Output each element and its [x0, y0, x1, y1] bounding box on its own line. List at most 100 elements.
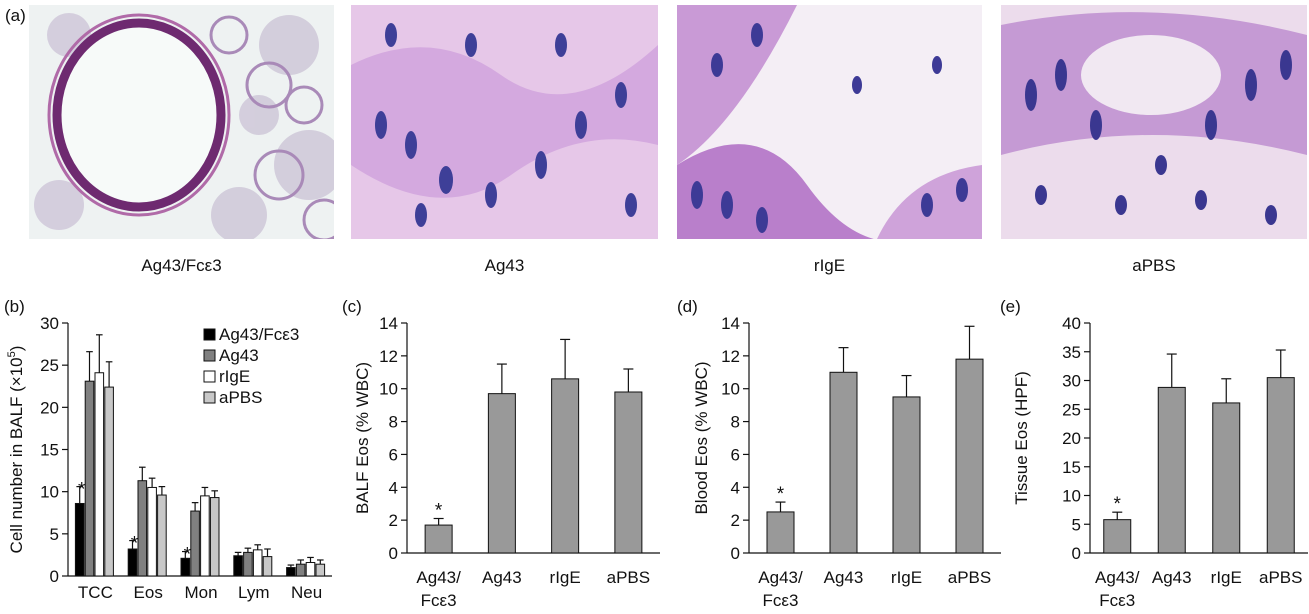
- chart-2-x-tick-label: Ag43: [824, 568, 864, 587]
- chart-0-bar: [209, 497, 220, 577]
- chart-0-bar: [200, 495, 210, 577]
- chart-3-y-tick-label: 5: [1072, 515, 1081, 534]
- chart-1-y-tick-label: 6: [389, 445, 398, 464]
- chart-2-x-tick-label: aPBS: [948, 568, 991, 587]
- chart-0-bar: [305, 562, 316, 577]
- chart-0-y-tick-label: 20: [40, 398, 59, 417]
- chart-0-bar: [190, 510, 200, 577]
- panel-label-a: (a): [5, 6, 26, 25]
- chart-3-x-tick-label: rIgE: [1211, 568, 1242, 587]
- micrograph-4-image: [1001, 5, 1307, 239]
- chart-3-panel-label: (e): [1000, 297, 1021, 316]
- chart-2-y-tick-label: 10: [721, 380, 740, 399]
- chart-3-y-tick-label: 25: [1062, 400, 1081, 419]
- chart-0-x-tick-label: Neu: [291, 583, 322, 602]
- chart-1-panel-label: (c): [342, 297, 362, 316]
- chart-1-bar: [551, 378, 580, 554]
- chart-0-bar: [157, 494, 167, 577]
- chart-0-significance-mark: *: [78, 480, 86, 501]
- chart-2-bar: [955, 358, 984, 554]
- chart-0-x-tick-label: Eos: [134, 583, 163, 602]
- chart-2-x-tick-label: Fcε3: [763, 591, 799, 610]
- chart-0-bar: [252, 549, 263, 577]
- chart-1-y-tick-label: 12: [379, 347, 398, 366]
- chart-0-panel-label: (b): [4, 297, 25, 316]
- chart-3-x-tick-label: aPBS: [1259, 568, 1302, 587]
- chart-1-y-axis-label: BALF Eos (% WBC): [353, 362, 372, 514]
- chart-1-y-tick-label: 4: [389, 478, 398, 497]
- chart-0-bar: [74, 502, 85, 577]
- chart-3-y-tick-label: 40: [1062, 314, 1081, 333]
- chart-2-y-tick-label: 8: [731, 413, 740, 432]
- chart-0-x-tick-label: Mon: [184, 583, 217, 602]
- chart-0-legend-swatch: [203, 328, 216, 341]
- chart-0-y-axis-label: Cell number in BALF (×105): [6, 346, 26, 554]
- chart-2-bar: [766, 511, 795, 554]
- chart-0-significance-mark: *: [184, 545, 192, 566]
- chart-0-bar: [243, 551, 253, 577]
- chart-0-legend-label: rIgE: [219, 367, 250, 386]
- chart-0-bar: [315, 563, 326, 577]
- micrograph-2-image: [351, 5, 658, 239]
- micrograph-caption-4: aPBS: [1132, 256, 1176, 275]
- micrograph-caption-1: Ag43/Fcε3: [141, 256, 222, 275]
- chart-3-x-tick-label: Ag43/: [1095, 568, 1140, 587]
- chart-0-legend-label: Ag43/Fcε3: [219, 325, 299, 344]
- chart-0-y-tick-label: 0: [50, 567, 59, 586]
- chart-1-bar: [487, 393, 516, 554]
- chart-2-y-tick-label: 12: [721, 347, 740, 366]
- chart-2-y-tick-label: 14: [721, 314, 740, 333]
- micrograph-2: [351, 5, 658, 239]
- chart-2-y-axis-label: Blood Eos (% WBC): [692, 361, 711, 514]
- chart-0-significance-mark: *: [131, 534, 139, 555]
- micrograph-1: [29, 5, 334, 239]
- chart-0-legend-label: Ag43: [219, 346, 259, 365]
- micrograph-caption-2: Ag43: [484, 256, 525, 275]
- chart-2-bar: [829, 371, 858, 554]
- chart-1-bar: [424, 524, 453, 554]
- chart-1-y-tick-label: 10: [379, 380, 398, 399]
- chart-1-x-tick-label: aPBS: [607, 568, 650, 587]
- chart-1-x-tick-label: Fcε3: [421, 591, 457, 610]
- chart-0-bar: [147, 486, 157, 577]
- chart-0-bar: [262, 556, 273, 577]
- chart-0-legend-swatch: [203, 391, 216, 404]
- chart-0-y-tick-label: 10: [40, 483, 59, 502]
- chart-3-y-tick-label: 35: [1062, 343, 1081, 362]
- chart-3-bar: [1266, 377, 1295, 554]
- chart-3-significance-mark: *: [1114, 494, 1122, 515]
- chart-0-y-tick-label: 5: [50, 525, 59, 544]
- chart-0-bar: [295, 563, 306, 577]
- chart-3-bar: [1212, 402, 1241, 554]
- chart-3-x-tick-label: Fcε3: [1099, 591, 1135, 610]
- chart-1-x-tick-label: Ag43/: [416, 568, 461, 587]
- chart-0-legend-label: aPBS: [219, 388, 262, 407]
- chart-3-y-tick-label: 20: [1062, 429, 1081, 448]
- chart-0-bar: [286, 567, 296, 577]
- micrograph-3: [677, 5, 982, 239]
- chart-0-x-tick-label: TCC: [78, 583, 113, 602]
- micrograph-4: [1001, 5, 1307, 239]
- chart-3-y-tick-label: 30: [1062, 372, 1081, 391]
- chart-2-y-tick-label: 2: [731, 511, 740, 530]
- chart-2-y-tick-label: 6: [731, 445, 740, 464]
- chart-0-bar: [84, 380, 95, 577]
- chart-0-bar: [137, 480, 148, 577]
- chart-3-x-tick-label: Ag43: [1152, 568, 1192, 587]
- chart-2-x-tick-label: Ag43/: [758, 568, 803, 587]
- chart-0-bar: [233, 555, 243, 577]
- chart-3-y-tick-label: 15: [1062, 458, 1081, 477]
- chart-1-x-tick-label: Ag43: [482, 568, 522, 587]
- chart-0-x-tick-label: Lym: [238, 583, 270, 602]
- chart-0-bar: [94, 372, 105, 577]
- chart-3-y-tick-label: 10: [1062, 487, 1081, 506]
- chart-0-legend-swatch: [203, 370, 216, 383]
- chart-0-y-tick-label: 30: [40, 314, 59, 333]
- chart-0-y-tick-label: 15: [40, 441, 59, 460]
- micrograph-caption-3: rIgE: [813, 256, 846, 275]
- chart-1-significance-mark: *: [435, 501, 443, 522]
- chart-3-bar: [1157, 386, 1186, 554]
- chart-1-x-tick-label: rIgE: [550, 568, 581, 587]
- chart-2-x-tick-label: rIgE: [891, 568, 922, 587]
